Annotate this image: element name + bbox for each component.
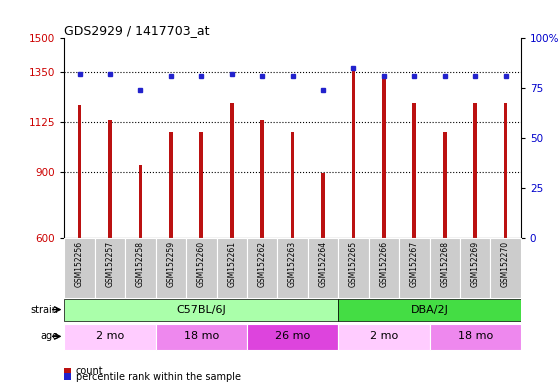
Bar — [352, 70, 355, 238]
Text: GSM152262: GSM152262 — [258, 241, 267, 287]
Text: GSM152263: GSM152263 — [288, 241, 297, 287]
Bar — [247, 238, 277, 298]
Bar — [338, 238, 368, 298]
Bar — [277, 238, 308, 298]
Bar — [491, 238, 521, 298]
Bar — [504, 103, 507, 238]
Text: GSM152270: GSM152270 — [501, 241, 510, 287]
Bar — [199, 132, 203, 238]
Bar — [338, 299, 521, 321]
Bar — [217, 238, 247, 298]
Text: 18 mo: 18 mo — [458, 331, 493, 341]
Bar — [78, 105, 81, 238]
Bar — [308, 238, 338, 298]
Text: percentile rank within the sample: percentile rank within the sample — [76, 372, 241, 382]
Text: 26 mo: 26 mo — [275, 331, 310, 341]
Bar — [338, 324, 430, 350]
Bar — [64, 324, 156, 350]
Bar — [399, 238, 430, 298]
Text: GSM152266: GSM152266 — [379, 241, 389, 287]
Text: GSM152259: GSM152259 — [166, 241, 175, 287]
Bar — [108, 121, 112, 238]
Bar — [186, 238, 217, 298]
Bar — [382, 74, 386, 238]
Text: age: age — [41, 331, 59, 341]
Bar — [430, 238, 460, 298]
Text: strain: strain — [31, 305, 59, 314]
Text: GSM152257: GSM152257 — [105, 241, 115, 287]
Text: GSM152267: GSM152267 — [410, 241, 419, 287]
Text: 2 mo: 2 mo — [96, 331, 124, 341]
Text: C57BL/6J: C57BL/6J — [176, 305, 226, 314]
Text: DBA/2J: DBA/2J — [410, 305, 449, 314]
Bar — [247, 324, 338, 350]
Bar — [430, 324, 521, 350]
Bar — [230, 103, 234, 238]
Bar — [125, 238, 156, 298]
Bar — [368, 238, 399, 298]
Bar — [95, 238, 125, 298]
Text: GDS2929 / 1417703_at: GDS2929 / 1417703_at — [64, 24, 210, 37]
Bar — [156, 324, 247, 350]
Bar — [460, 238, 491, 298]
Text: GSM152258: GSM152258 — [136, 241, 145, 287]
Bar — [64, 299, 338, 321]
Bar — [321, 173, 325, 238]
Bar — [291, 132, 295, 238]
Bar — [413, 103, 416, 238]
Text: GSM152261: GSM152261 — [227, 241, 236, 287]
Text: 18 mo: 18 mo — [184, 331, 219, 341]
Bar — [64, 238, 95, 298]
Text: GSM152268: GSM152268 — [440, 241, 449, 287]
Text: GSM152269: GSM152269 — [470, 241, 480, 287]
Bar — [139, 165, 142, 238]
Bar — [473, 103, 477, 238]
Text: 2 mo: 2 mo — [370, 331, 398, 341]
Bar — [443, 132, 446, 238]
Bar — [260, 121, 264, 238]
Bar — [169, 132, 172, 238]
Text: GSM152264: GSM152264 — [319, 241, 328, 287]
Text: GSM152260: GSM152260 — [197, 241, 206, 287]
Text: count: count — [76, 366, 103, 376]
Text: GSM152265: GSM152265 — [349, 241, 358, 287]
Text: GSM152256: GSM152256 — [75, 241, 84, 287]
Bar — [156, 238, 186, 298]
